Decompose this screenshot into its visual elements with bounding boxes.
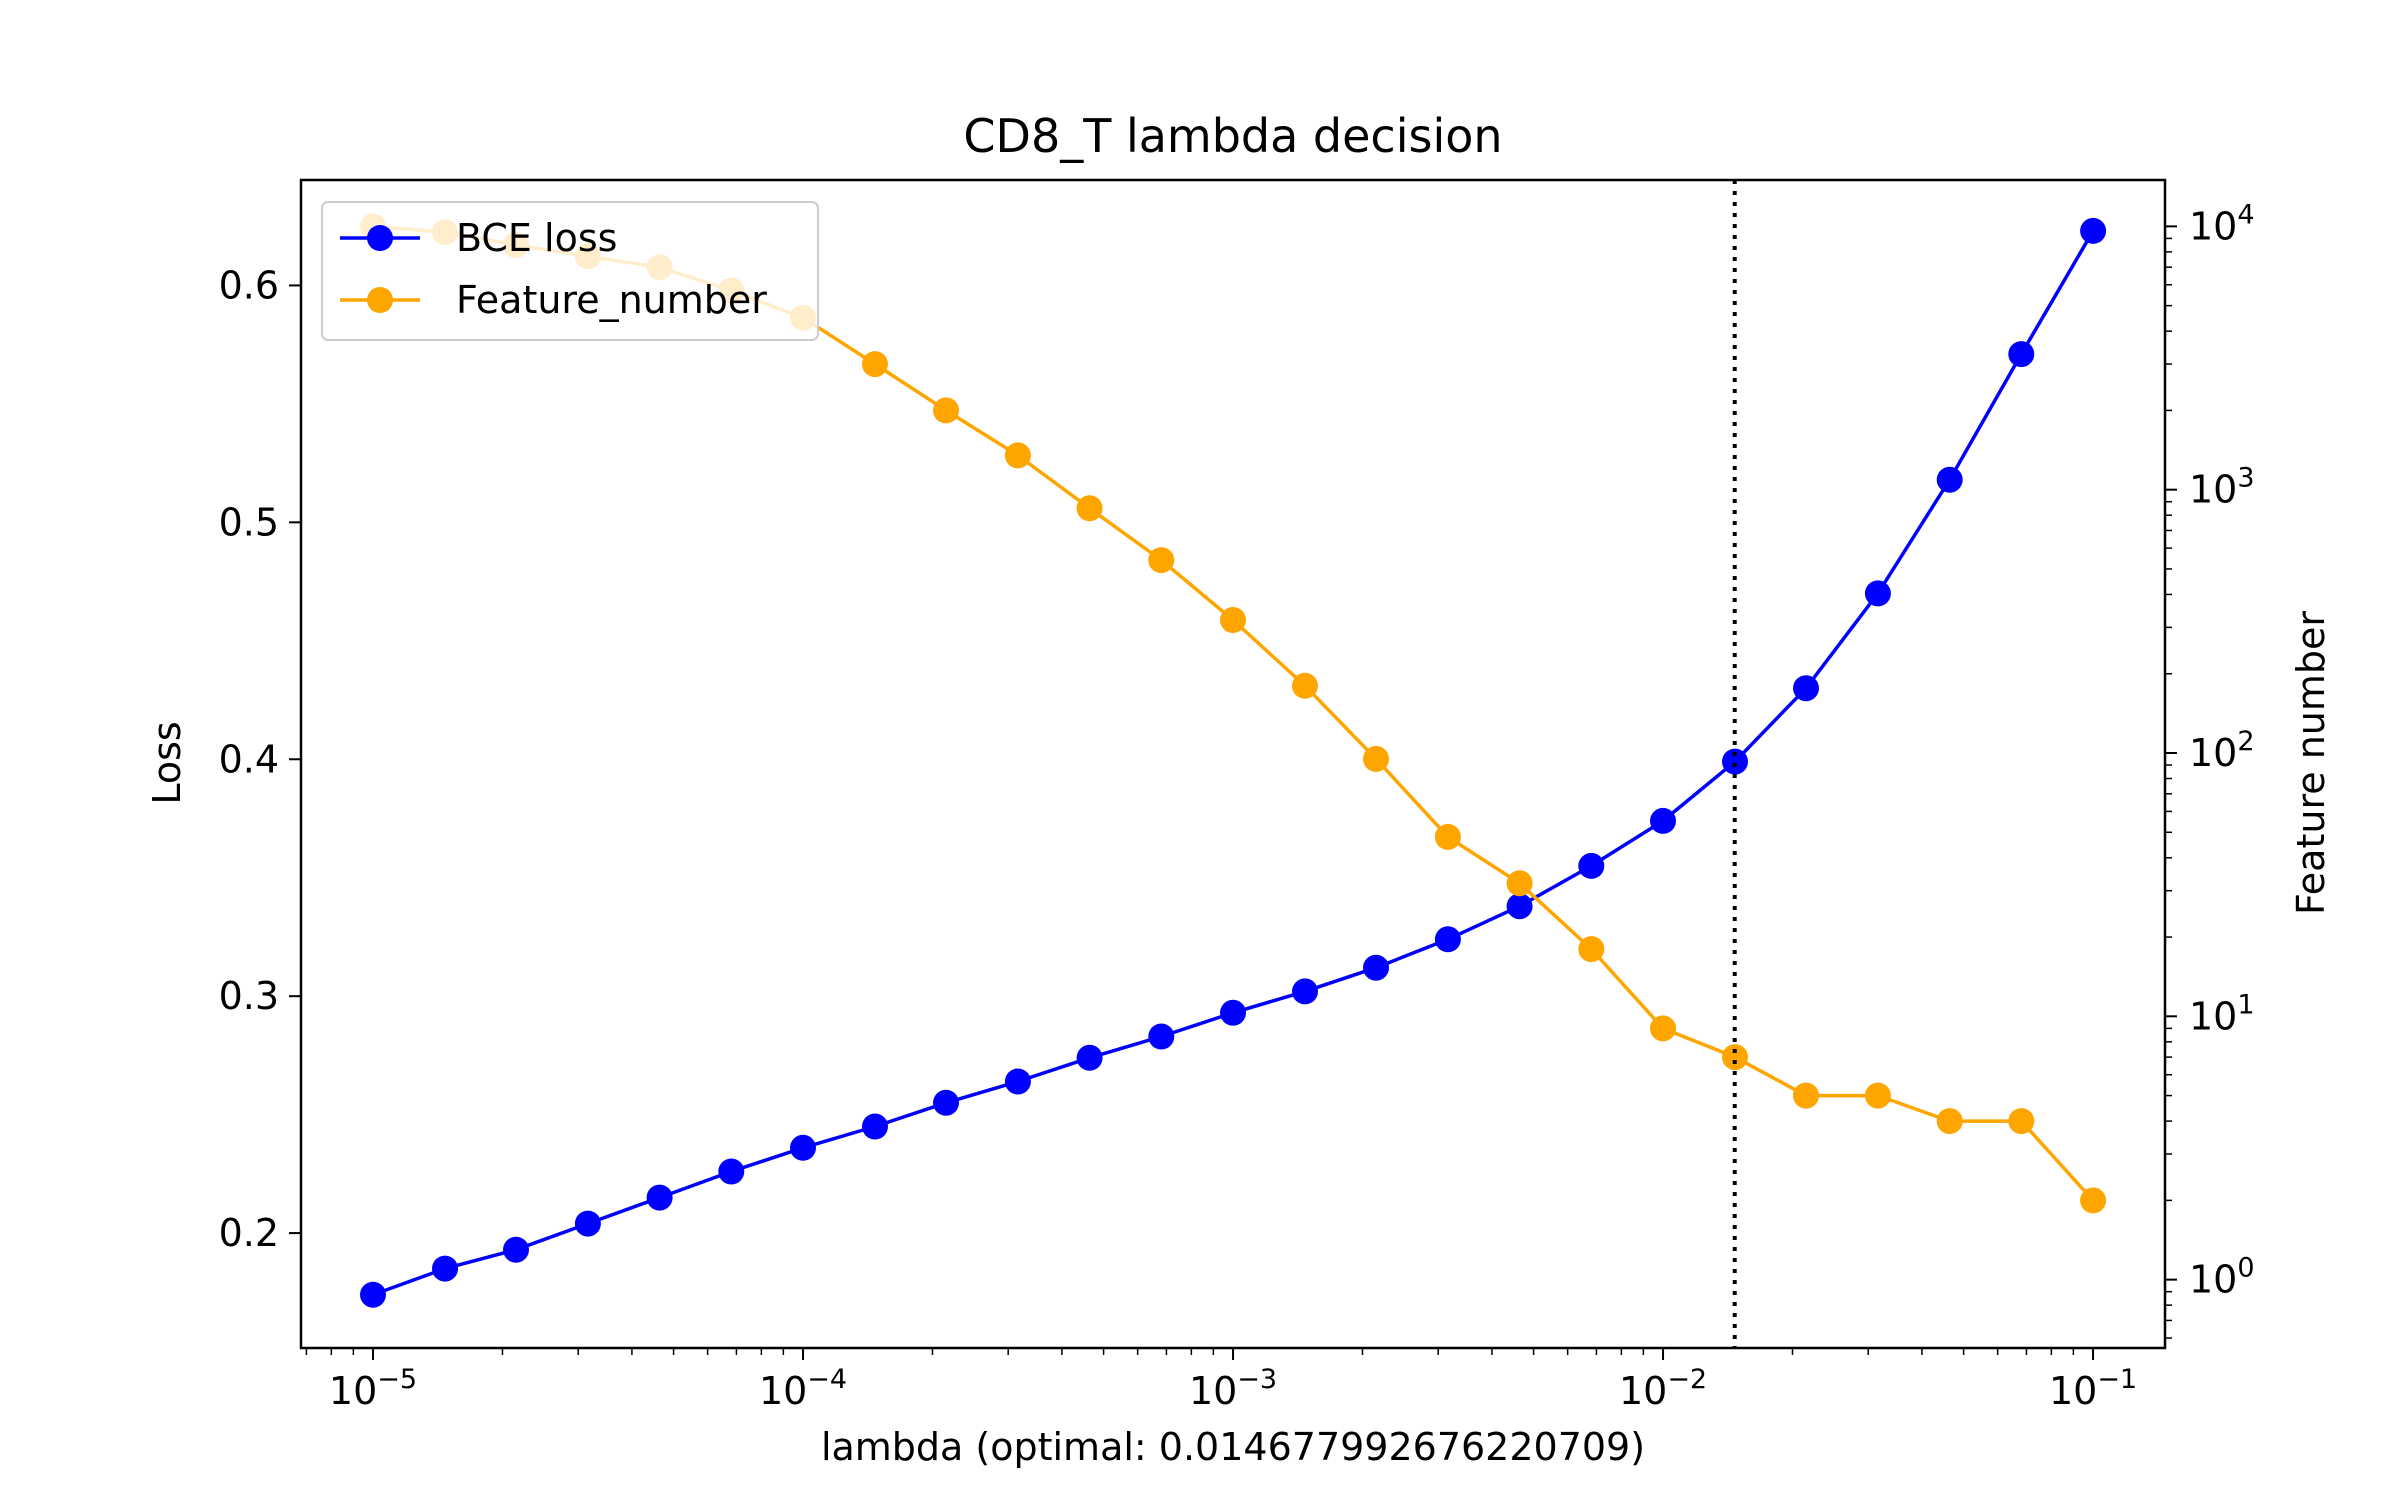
y-tick-label-0: 0.2 xyxy=(219,1211,279,1255)
legend-box xyxy=(321,201,819,341)
x-tick-label-4: 10−1 xyxy=(2049,1364,2137,1413)
y-tick-label-2: 0.4 xyxy=(219,737,279,781)
series-1-point-17 xyxy=(1578,936,1605,963)
series-1-point-7 xyxy=(862,351,888,378)
y2-tick-label-4: 104 xyxy=(2189,199,2255,248)
x-tick-label-1: 10−4 xyxy=(759,1364,847,1413)
series-1-point-19 xyxy=(1722,1044,1748,1071)
series-0-point-20 xyxy=(1793,675,1819,702)
series-0-point-19 xyxy=(1722,748,1748,775)
legend-marker-1 xyxy=(367,287,393,313)
x-tick-label-3: 10−2 xyxy=(1619,1364,1707,1413)
series-1-point-13 xyxy=(1292,672,1318,699)
series-0-point-9 xyxy=(1004,1068,1031,1095)
series-1-point-24 xyxy=(2080,1187,2107,1214)
y2-tick-label-2: 102 xyxy=(2189,726,2255,775)
series-1-point-18 xyxy=(1650,1015,1676,1042)
y2-tick-label-3: 103 xyxy=(2189,463,2255,512)
series-0-point-18 xyxy=(1650,807,1676,834)
series-1-point-22 xyxy=(1936,1108,1963,1135)
axes: 10−5 10−4 10−3 10−2 10−1 0.2 0.3 0.4 0.5 0.6 100 10… xyxy=(219,199,2255,1413)
series-0-point-3 xyxy=(574,1210,601,1237)
series-1-point-8 xyxy=(933,397,959,424)
series-0-point-17 xyxy=(1578,852,1605,879)
series-0-point-13 xyxy=(1292,978,1318,1005)
series-0-point-21 xyxy=(1864,580,1891,607)
series-1-point-15 xyxy=(1434,823,1461,850)
series-0-point-6 xyxy=(790,1134,816,1161)
y-tick-label-4: 0.6 xyxy=(219,263,279,307)
x-tick-label-2: 10−3 xyxy=(1189,1364,1277,1413)
series-1-point-16 xyxy=(1506,870,1533,897)
y-axis-label: Loss xyxy=(145,721,189,804)
series-0-point-8 xyxy=(933,1089,959,1116)
series-1-point-14 xyxy=(1363,745,1389,772)
series-1-point-10 xyxy=(1076,495,1103,522)
y-tick-label-3: 0.5 xyxy=(219,500,279,544)
series-0-point-2 xyxy=(503,1236,529,1263)
series-1-point-9 xyxy=(1004,442,1031,469)
series-0-point-16 xyxy=(1506,893,1533,920)
y-tick-label-1: 0.3 xyxy=(219,974,279,1018)
legend-label-0: BCE loss xyxy=(456,216,617,260)
x-axis-label: lambda (optimal: 0.014677992676220709) xyxy=(821,1425,1645,1469)
series-1-point-20 xyxy=(1793,1082,1819,1109)
series-0-point-5 xyxy=(718,1158,745,1185)
series-0-point-11 xyxy=(1148,1023,1175,1050)
series-0-point-1 xyxy=(432,1255,458,1282)
series-0-point-0 xyxy=(360,1281,386,1308)
series-0-point-22 xyxy=(1936,466,1963,493)
series-0-point-23 xyxy=(2008,341,2035,368)
series-0-point-10 xyxy=(1076,1044,1103,1071)
x-tick-label-0: 10−5 xyxy=(329,1364,417,1413)
legend-marker-0 xyxy=(367,225,393,251)
series-0-point-4 xyxy=(646,1184,673,1211)
series-0-point-14 xyxy=(1363,954,1389,981)
legend-label-1: Feature_number xyxy=(456,278,767,322)
series-1-point-21 xyxy=(1864,1082,1891,1109)
series-0-point-12 xyxy=(1220,999,1246,1026)
chart-title: CD8_T lambda decision xyxy=(963,109,1502,163)
y2-tick-label-0: 100 xyxy=(2189,1253,2255,1302)
y2-axis-label: Feature number xyxy=(2289,611,2333,915)
legend: BCE loss Feature_number xyxy=(321,201,819,341)
series-1-point-11 xyxy=(1148,547,1175,574)
series-0-point-7 xyxy=(862,1113,888,1140)
series-0-point-24 xyxy=(2080,217,2107,244)
series-1-point-23 xyxy=(2008,1108,2035,1135)
y2-tick-label-1: 101 xyxy=(2189,989,2255,1038)
series-0-point-15 xyxy=(1434,926,1461,953)
series-1-point-12 xyxy=(1220,607,1246,633)
